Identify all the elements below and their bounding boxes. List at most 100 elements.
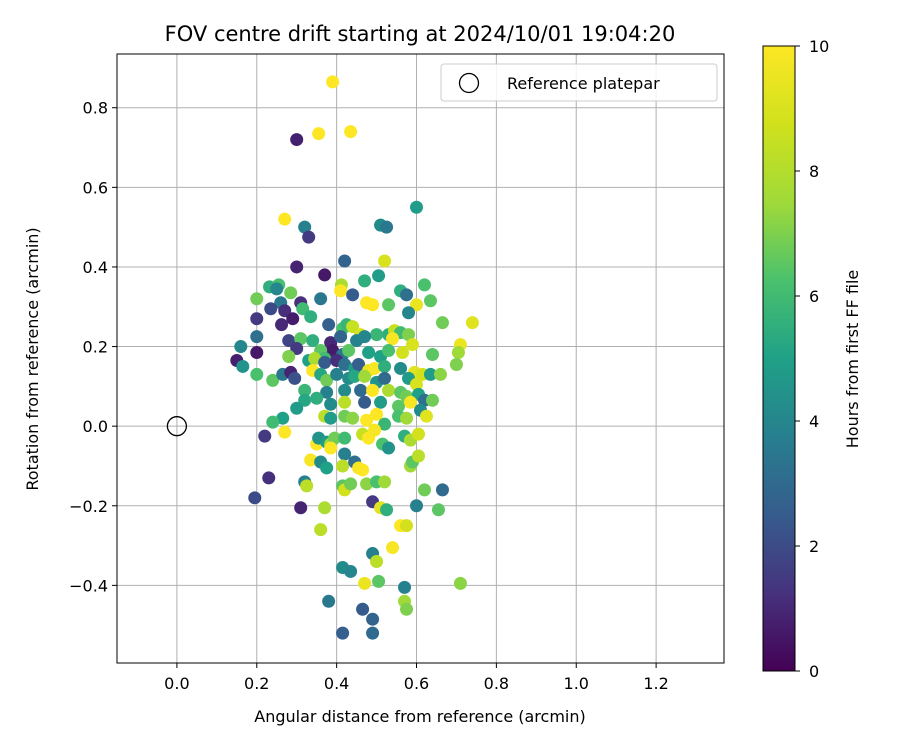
data-point: [284, 286, 298, 300]
data-point: [290, 260, 304, 274]
data-point: [392, 399, 406, 413]
data-point: [404, 395, 418, 409]
data-point: [234, 340, 248, 354]
data-point: [302, 230, 316, 244]
legend: Reference platepar: [440, 63, 718, 102]
x-tick-label: 1.0: [564, 674, 589, 693]
data-point: [368, 423, 382, 437]
data-point: [410, 200, 424, 214]
data-point: [356, 602, 370, 616]
colorbar-tick-label: 2: [809, 537, 819, 556]
reference-platepar-point: [166, 416, 188, 437]
data-point: [451, 346, 465, 360]
data-point: [328, 431, 342, 445]
data-point: [310, 391, 324, 405]
data-point: [360, 477, 374, 491]
data-point: [250, 346, 264, 360]
data-point: [266, 373, 280, 387]
data-point: [386, 541, 400, 555]
data-point: [276, 411, 290, 425]
data-point: [278, 212, 292, 226]
data-point: [382, 441, 396, 455]
data-point: [382, 383, 396, 397]
data-point: [286, 312, 300, 326]
data-point: [320, 385, 334, 399]
x-tick-label: 0.6: [404, 674, 429, 693]
colorbar-tick-label: 6: [809, 287, 819, 306]
data-point: [410, 499, 424, 513]
x-tick-label: 0.8: [484, 674, 509, 693]
y-axis-label: Rotation from reference (arcmin): [23, 227, 42, 490]
data-point: [382, 298, 396, 312]
data-point: [410, 377, 424, 391]
data-point: [425, 348, 439, 362]
data-point: [400, 519, 414, 533]
data-point: [354, 383, 368, 397]
data-point: [334, 284, 348, 298]
data-point: [270, 282, 284, 296]
data-point: [435, 483, 449, 497]
data-point: [338, 254, 352, 268]
colorbar-tick-label: 10: [809, 37, 829, 56]
data-point: [372, 574, 386, 588]
data-point: [394, 361, 408, 375]
chart-title: FOV centre drift starting at 2024/10/01 …: [165, 22, 676, 46]
data-point: [278, 425, 292, 439]
plot-frame: [116, 53, 725, 664]
data-point: [344, 477, 358, 491]
data-point: [358, 576, 372, 590]
data-point: [368, 361, 382, 375]
data-point: [314, 292, 328, 306]
data-point: [400, 411, 414, 425]
colorbar-label: Hours from first FF file: [843, 270, 862, 449]
colorbar-gradient: [762, 45, 796, 672]
data-point: [338, 431, 352, 445]
y-tick-label: −0.4: [69, 576, 108, 595]
legend-box: [440, 63, 718, 102]
data-point: [358, 369, 372, 383]
data-point: [378, 417, 392, 431]
data-point: [380, 503, 394, 517]
data-point: [298, 383, 312, 397]
data-point: [366, 298, 380, 312]
data-point: [320, 461, 334, 475]
data-point: [362, 346, 376, 360]
data-point: [435, 316, 449, 330]
data-point: [264, 302, 278, 316]
data-point: [338, 447, 352, 461]
data-point: [412, 427, 426, 441]
data-point: [294, 332, 308, 346]
data-point: [352, 357, 366, 371]
data-point: [258, 429, 272, 443]
data-point: [334, 330, 348, 344]
data-point: [262, 471, 276, 485]
data-point: [433, 367, 447, 381]
data-point: [275, 318, 289, 332]
data-point: [346, 411, 360, 425]
data-point: [294, 501, 308, 515]
data-point: [417, 278, 431, 292]
data-point: [465, 316, 479, 330]
data-point: [410, 298, 424, 312]
data-point: [358, 274, 372, 288]
y-tick-label: 0.0: [83, 417, 108, 436]
data-point: [406, 338, 420, 352]
reference-marker: [166, 416, 188, 437]
data-point: [370, 407, 384, 421]
data-point: [326, 344, 340, 358]
data-point: [386, 332, 400, 346]
data-point: [306, 334, 320, 348]
data-point: [382, 344, 396, 358]
data-point: [453, 576, 467, 590]
data-point: [380, 220, 394, 234]
data-point: [370, 328, 384, 342]
data-point: [431, 503, 445, 517]
y-tick-label: 0.4: [83, 258, 108, 277]
data-point: [290, 342, 304, 356]
y-tick-label: −0.2: [69, 497, 108, 516]
x-tick-label: 0.4: [324, 674, 349, 693]
x-tick-label: 1.2: [643, 674, 668, 693]
y-tick-label: 0.8: [83, 99, 108, 118]
data-point: [324, 441, 338, 455]
